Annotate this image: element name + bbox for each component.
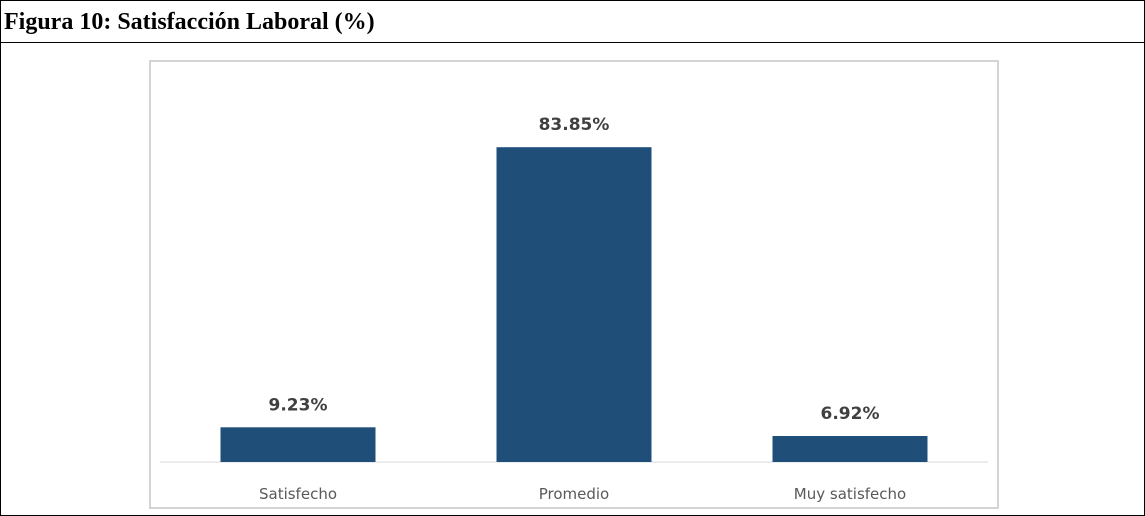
category-label: Muy satisfecho bbox=[794, 485, 906, 503]
bars-group bbox=[220, 147, 928, 462]
bar-muy-satisfecho bbox=[772, 436, 928, 462]
bar-chart: 9.23% 83.85% 6.92% Satisfecho Promedio Muy s… bbox=[160, 115, 988, 503]
bar-satisfecho bbox=[220, 427, 376, 462]
data-label: 9.23% bbox=[269, 395, 328, 415]
category-label: Promedio bbox=[539, 485, 610, 503]
category-label: Satisfecho bbox=[259, 485, 337, 503]
category-labels-group: Satisfecho Promedio Muy satisfecho bbox=[259, 485, 906, 503]
data-label: 6.92% bbox=[821, 404, 880, 424]
chart-area: 9.23% 83.85% 6.92% Satisfecho Promedio Muy s… bbox=[149, 60, 999, 509]
data-labels-group: 9.23% 83.85% 6.92% bbox=[269, 115, 880, 424]
figure-title: Figura 10: Satisfacción Laboral (%) bbox=[4, 9, 375, 35]
bar-promedio bbox=[496, 147, 652, 462]
figure-title-row: Figura 10: Satisfacción Laboral (%) bbox=[1, 1, 1144, 43]
data-label: 83.85% bbox=[539, 115, 610, 135]
